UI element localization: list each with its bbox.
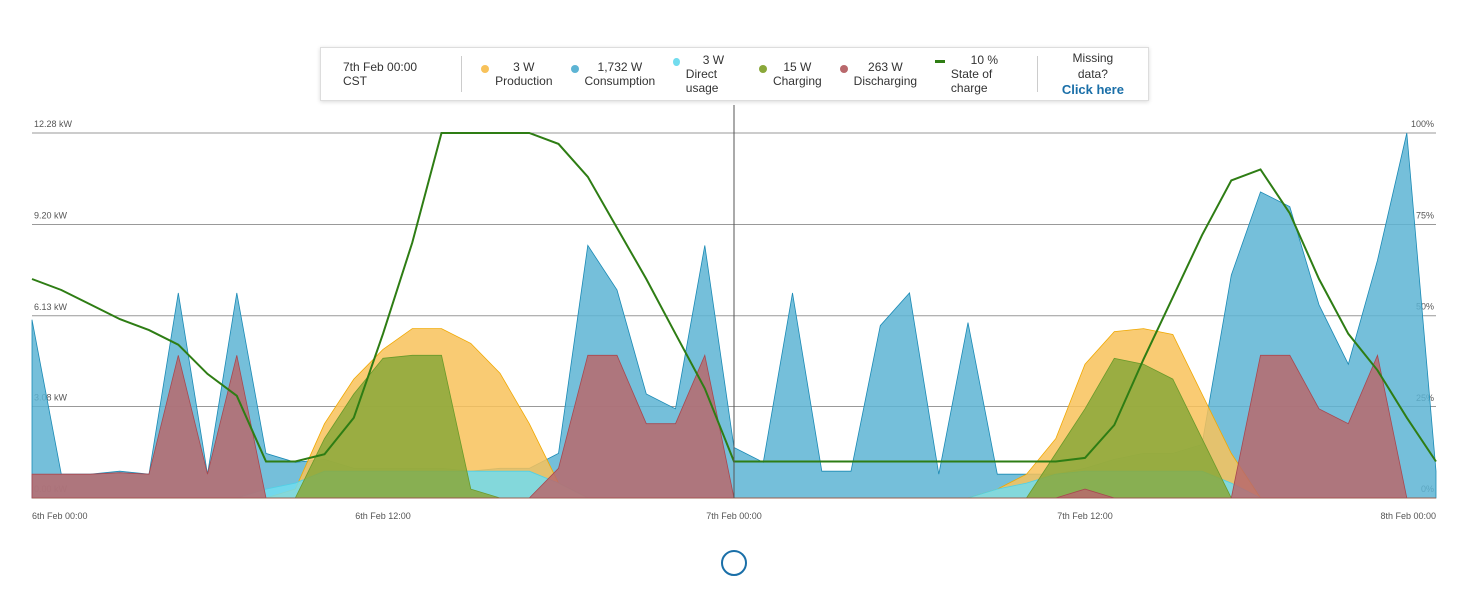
missing-data: Missing data? Click here — [1038, 50, 1148, 98]
y-tick-label: 9.20 kW — [34, 211, 68, 221]
legend-label: 1,732 W Consumption — [585, 60, 656, 88]
legend-swatch — [481, 65, 490, 73]
x-tick-label: 6th Feb 00:00 — [32, 511, 88, 521]
legend-item: 15 W Charging — [758, 60, 822, 88]
legend-label: 10 % State of charge — [951, 53, 1018, 95]
legend-item: 263 W Discharging — [839, 60, 917, 88]
legend-name: Direct usage — [685, 67, 719, 95]
legend-label: 15 W Charging — [773, 60, 822, 88]
legend-item: 10 % State of charge — [935, 53, 1018, 95]
legend-name: State of charge — [950, 67, 993, 95]
x-tick-label: 7th Feb 12:00 — [1057, 511, 1113, 521]
y2-tick-label: 50% — [1416, 302, 1434, 312]
y2-tick-label: 75% — [1416, 210, 1434, 220]
tooltip-time: 7th Feb 00:00 CST — [321, 56, 463, 92]
legend-value: 10 % — [970, 53, 999, 67]
missing-link[interactable]: Click here — [1061, 82, 1124, 97]
legend-label: 263 W Discharging — [854, 60, 917, 88]
y-tick-label: 3.08 kW — [34, 392, 68, 402]
legend-label: 3 W Production — [495, 60, 552, 88]
x-tick-label: 7th Feb 00:00 — [706, 511, 762, 521]
y2-tick-label: 100% — [1411, 119, 1434, 129]
legend-value: 15 W — [783, 60, 812, 74]
area — [31, 353, 1436, 499]
missing-text: Missing data? — [1072, 51, 1114, 81]
legend-swatch — [935, 60, 945, 63]
tooltip: 7th Feb 00:00 CST 3 W Production 1,732 W Co… — [320, 47, 1149, 101]
y-tick-label: 6.13 kW — [34, 302, 68, 312]
x-tick-label: 6th Feb 12:00 — [355, 511, 411, 521]
legend-swatch — [673, 58, 680, 66]
legend-swatch — [570, 65, 579, 73]
legend-name: Discharging — [853, 74, 918, 88]
cursor-handle[interactable] — [721, 550, 747, 576]
tooltip-items: 3 W Production 1,732 W Consumption 3 W Direct… — [462, 53, 1038, 95]
legend-item: 3 W Production — [481, 60, 553, 88]
legend-value: 1,732 W — [597, 60, 643, 74]
legend-swatch — [839, 65, 848, 73]
legend-swatch — [758, 65, 767, 73]
legend-name: Charging — [772, 74, 822, 88]
legend-name: Production — [495, 74, 553, 88]
x-tick-label: 8th Feb 00:00 — [1380, 511, 1436, 521]
legend-value: 3 W — [702, 53, 725, 67]
legend-item: 3 W Direct usage — [673, 53, 741, 95]
legend-value: 263 W — [868, 60, 903, 74]
legend-value: 3 W — [513, 60, 535, 74]
legend-label: 3 W Direct usage — [686, 53, 741, 95]
y-tick-label: 12.28 kW — [34, 119, 73, 129]
legend-name: Consumption — [584, 74, 656, 88]
legend-item: 1,732 W Consumption — [570, 60, 656, 88]
